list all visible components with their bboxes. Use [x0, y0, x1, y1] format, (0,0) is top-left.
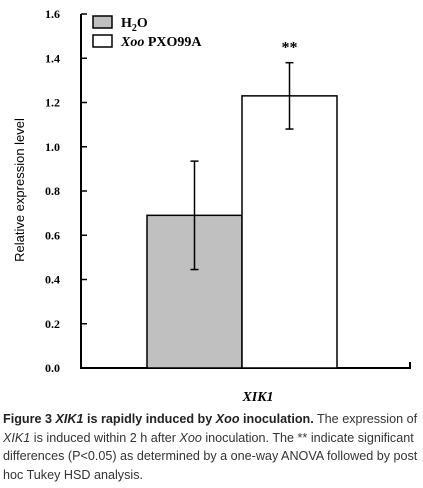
caption-label-pathogen: Xoo [215, 412, 240, 426]
caption-label-gene: XIK1 [55, 412, 84, 426]
caption-body-1: The expression of [313, 412, 418, 426]
y-tick-label: 0.6 [45, 228, 60, 242]
x-axis-label: XIK1 [241, 390, 273, 405]
bars: ** [146, 40, 338, 369]
y-axis-label: Relative expression level [12, 118, 27, 262]
caption-label-prefix: Figure 3 [3, 412, 56, 426]
y-tick-label: 1.4 [45, 51, 60, 65]
caption-body-pathogen: Xoo [179, 430, 202, 445]
figure-caption: Figure 3 XIK1 is rapidly induced by Xoo … [3, 410, 421, 484]
caption-body-3: inoculation. The ** indicate significant… [3, 430, 418, 482]
caption-body-gene: XIK1 [3, 430, 31, 445]
y-tick-label: 1.0 [45, 140, 60, 154]
y-tick-label: 0.8 [45, 184, 60, 198]
y-tick-label: 0.4 [45, 273, 60, 287]
y-tick-label: 1.6 [45, 7, 60, 21]
caption-label: Figure 3 XIK1 is rapidly induced by Xoo … [3, 412, 314, 426]
y-axis-ticks: 0.0 0.2 0.4 0.6 0.8 1.0 1.2 1.4 1.6 [45, 7, 87, 375]
y-tick-label: 0.0 [45, 361, 60, 375]
y-tick-label: 1.2 [45, 96, 60, 110]
caption-label-mid: is rapidly induced by [83, 412, 216, 426]
legend-swatch [92, 15, 113, 29]
caption-body-2: is induced within 2 h after [30, 430, 180, 445]
bar [241, 95, 338, 369]
caption-label-end: inoculation. [239, 412, 314, 426]
legend-swatch [92, 34, 113, 48]
legend-label: Xoo PXO99A [120, 35, 202, 50]
significance-mark: ** [282, 40, 298, 57]
y-tick-label: 0.2 [45, 317, 60, 331]
bar-chart: 0.0 0.2 0.4 0.6 0.8 1.0 1.2 1.4 1.6 Relative exp… [12, 7, 411, 405]
legend-label: H2O [121, 16, 148, 34]
